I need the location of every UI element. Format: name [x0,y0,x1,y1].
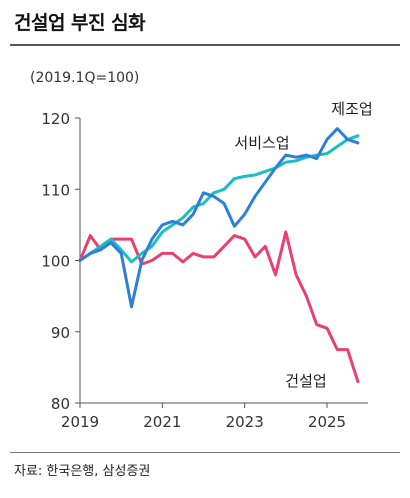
y-tick-label: 110 [41,181,70,199]
source-note: 자료: 한국은행, 삼성증권 [14,464,151,479]
x-tick-label: 2019 [61,413,99,431]
y-tick-label: 80 [51,395,70,413]
x-tick-label: 2025 [308,413,346,431]
footer-divider [10,452,400,453]
series-line-2 [78,230,360,384]
series-line-0 [78,127,360,309]
y-tick-label: 90 [51,324,70,342]
x-tick-label: 2023 [226,413,264,431]
series-label-2: 건설업 [285,372,326,390]
y-tick-label: 100 [41,253,70,271]
y-tick-label: 120 [41,110,70,128]
title-divider [10,44,400,46]
page-title: 건설업 부진 심화 [14,12,146,34]
chart-series [78,127,360,384]
series-label-1: 서비스업 [234,134,289,152]
chart-axes: 80 90 100 110 120 2019 2021 2023 2025 [41,110,368,431]
x-tick-label: 2021 [143,413,181,431]
chart-unit-label: (2019.1Q=100) [30,70,140,86]
series-label-0: 제조업 [331,100,372,118]
